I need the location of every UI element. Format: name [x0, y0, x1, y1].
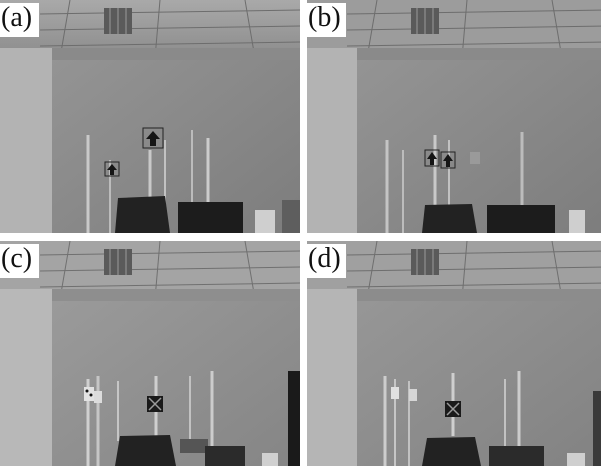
panel-b: (b): [307, 0, 601, 233]
panel-label: (d): [307, 244, 346, 278]
panel-a: (a): [0, 0, 300, 233]
panel-label: (b): [307, 3, 346, 37]
panel-label: (a): [0, 3, 39, 37]
room-scene: [307, 241, 601, 466]
room-scene: [0, 0, 300, 233]
panel-label: (c): [0, 244, 39, 278]
panel-d: (d): [307, 241, 601, 466]
panel-c: (c): [0, 241, 300, 466]
room-scene: [307, 0, 601, 233]
room-scene: [0, 241, 300, 466]
